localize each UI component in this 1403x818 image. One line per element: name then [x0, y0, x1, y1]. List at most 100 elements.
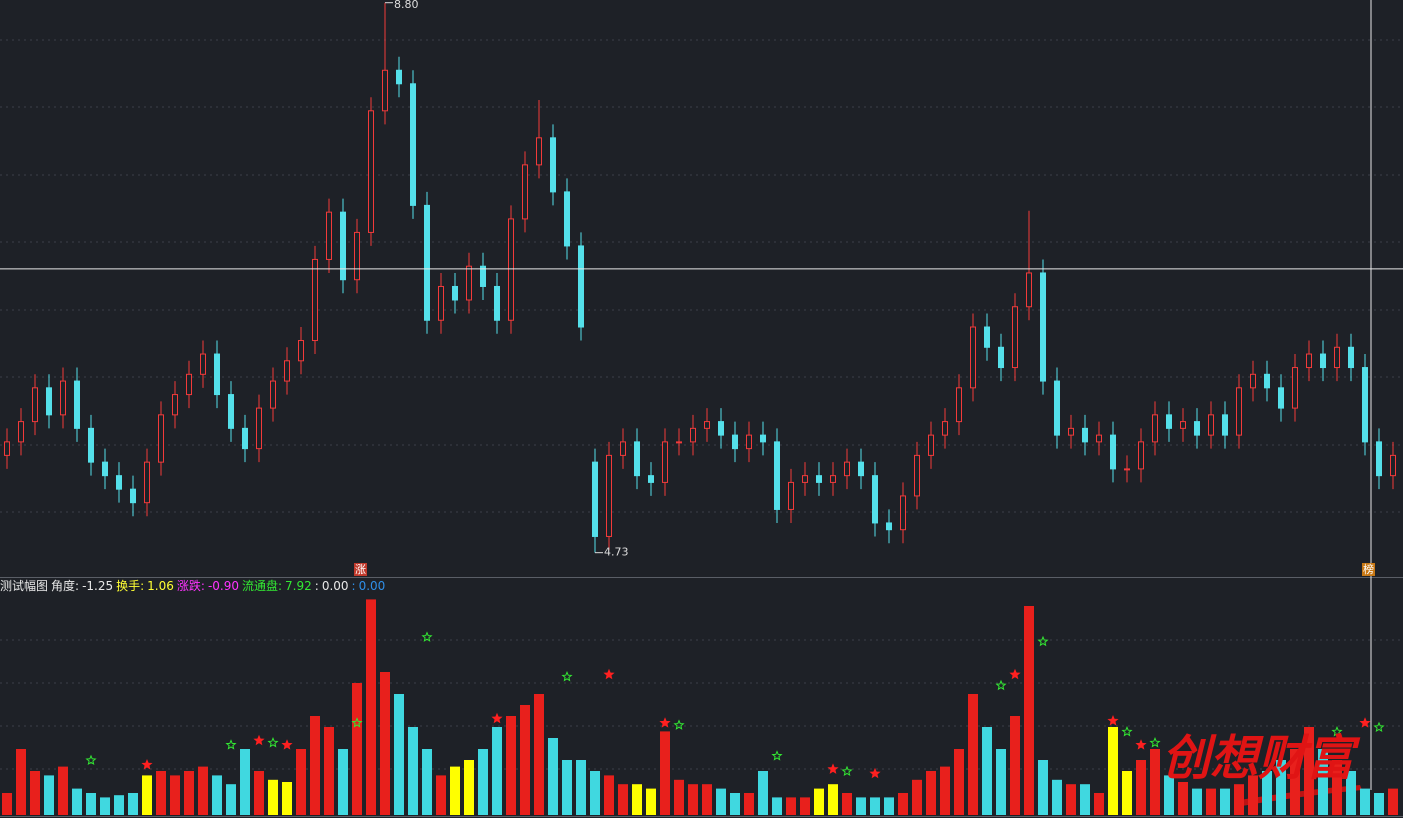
- header-value: 7.92: [285, 579, 312, 593]
- volume-bar: [394, 694, 404, 815]
- signal-star: [85, 754, 97, 766]
- volume-bar: [1206, 788, 1216, 815]
- volume-bar: [534, 694, 544, 815]
- candle-body: [746, 434, 752, 450]
- candle-body: [508, 218, 514, 321]
- candle-body: [1040, 272, 1046, 382]
- volume-bar: [1052, 779, 1062, 815]
- volume-bar: [310, 716, 320, 815]
- volume-bar: [1234, 784, 1244, 815]
- volume-bar: [1388, 788, 1398, 815]
- candle-body: [1362, 367, 1368, 443]
- signal-star: [869, 767, 881, 779]
- signal-star: [421, 631, 433, 642]
- candle-body: [578, 245, 584, 328]
- volume-bar: [1318, 749, 1328, 815]
- volume-bar: [72, 788, 82, 815]
- volume-bar: [786, 797, 796, 815]
- signal-star: [841, 765, 853, 777]
- volume-bar: [1136, 760, 1146, 815]
- volume-bar: [268, 779, 278, 815]
- candle-body: [186, 373, 192, 396]
- volume-bar: [1262, 771, 1272, 815]
- annotation: 榜: [1363, 562, 1374, 576]
- volume-bar: [1150, 749, 1160, 815]
- candle-body: [452, 285, 458, 301]
- volume-bar: [464, 760, 474, 815]
- candle-body: [676, 441, 682, 444]
- candle-body: [144, 461, 150, 504]
- candle-body: [354, 231, 360, 281]
- candle-body: [214, 353, 220, 396]
- volume-bar: [338, 749, 348, 815]
- candle-body: [858, 461, 864, 477]
- volume-bar: [758, 771, 768, 815]
- volume-bar: [492, 727, 502, 815]
- candle-body: [340, 211, 346, 281]
- candle-body: [760, 434, 766, 443]
- header-value: 0.00: [358, 579, 386, 593]
- signal-star: [1135, 739, 1147, 750]
- volume-bar: [16, 749, 26, 815]
- candle-body: [1278, 387, 1284, 409]
- candle-body: [830, 475, 836, 483]
- volume-bar: [226, 784, 236, 815]
- candle-body: [718, 421, 724, 436]
- candle-body: [1222, 414, 1228, 436]
- marker-label: 8.80: [394, 0, 419, 11]
- candle-body: [284, 360, 290, 382]
- volume-bar: [408, 727, 418, 815]
- candle-body: [424, 204, 430, 321]
- candle-body: [1334, 346, 1340, 369]
- candle-body: [620, 441, 626, 456]
- volume-bar: [198, 766, 208, 815]
- candle-body: [466, 265, 472, 301]
- candle-body: [550, 137, 556, 193]
- volume-bar: [576, 760, 586, 815]
- candle-body: [1292, 367, 1298, 409]
- signal-star: [267, 736, 279, 748]
- candle-body: [662, 441, 668, 483]
- volume-bar: [380, 672, 390, 815]
- candle-body: [256, 407, 262, 450]
- volume-bar: [814, 788, 824, 815]
- volume-bar: [212, 775, 222, 815]
- volume-bar: [744, 793, 754, 815]
- volume-bar: [1108, 727, 1118, 815]
- candle-body: [816, 475, 822, 483]
- volume-bar: [884, 797, 894, 815]
- volume-bar: [58, 766, 68, 815]
- signal-star: [771, 750, 783, 761]
- volume-bar: [842, 793, 852, 815]
- volume-bar: [142, 775, 152, 815]
- signal-star: [253, 734, 265, 746]
- annotation-box: [354, 563, 367, 576]
- candle-body: [438, 285, 444, 321]
- volume-bar: [1010, 716, 1020, 815]
- volume-bar: [100, 797, 110, 815]
- volume-bar: [1066, 784, 1076, 815]
- candle-body: [18, 421, 24, 443]
- volume-bar: [478, 749, 488, 815]
- volume-bar: [520, 705, 530, 815]
- candle-body: [1194, 421, 1200, 436]
- candle-body: [1082, 427, 1088, 443]
- candle-body: [1124, 468, 1130, 471]
- volume-bar: [632, 784, 642, 815]
- header-label: :: [351, 579, 356, 593]
- signal-star: [827, 763, 839, 774]
- signal-star: [995, 679, 1007, 691]
- volume-bar: [604, 775, 614, 815]
- candle-body: [200, 353, 206, 375]
- candle-body: [774, 441, 780, 510]
- candle-body: [606, 454, 612, 537]
- volume-bar: [996, 749, 1006, 815]
- volume-bar: [646, 788, 656, 815]
- volume-bar: [702, 784, 712, 815]
- volume-bar: [156, 771, 166, 815]
- volume-bar: [590, 771, 600, 815]
- volume-bar: [422, 749, 432, 815]
- volume-bar: [562, 760, 572, 815]
- volume-bar: [352, 683, 362, 815]
